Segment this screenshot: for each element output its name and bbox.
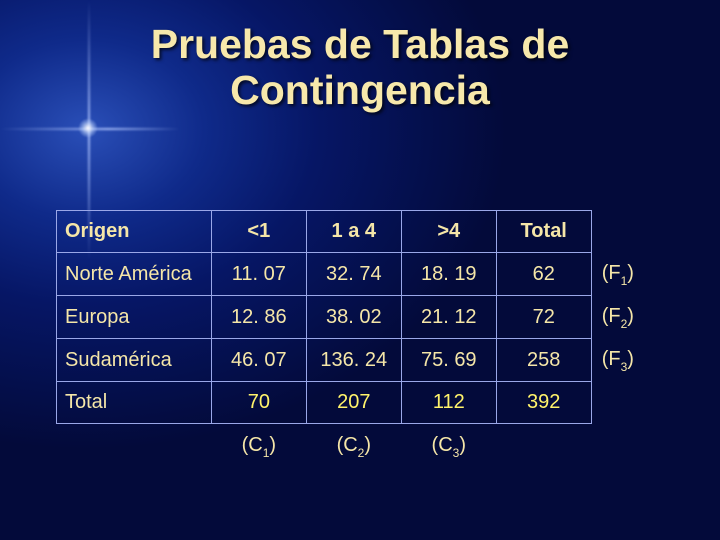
col-mark-spacer — [591, 424, 663, 469]
col-mark: (C2) — [306, 424, 401, 469]
row-label: Europa — [57, 296, 212, 339]
cell: 21. 12 — [401, 296, 496, 339]
col-total: 207 — [306, 382, 401, 424]
table-total-row: Total 70 207 112 392 — [57, 382, 664, 424]
row-f-label: (F3) — [591, 339, 663, 382]
total-row-label: Total — [57, 382, 212, 424]
cell: 136. 24 — [306, 339, 401, 382]
table-row: Sudamérica 46. 07 136. 24 75. 69 258 (F3… — [57, 339, 664, 382]
slide-title: Pruebas de Tablas de Contingencia — [0, 22, 720, 114]
header-origen: Origen — [57, 211, 212, 253]
title-line-2: Contingencia — [230, 67, 490, 113]
grand-total: 392 — [496, 382, 591, 424]
lens-flare-horizontal — [0, 128, 180, 130]
title-line-1: Pruebas de Tablas de — [151, 21, 570, 67]
cell: 18. 19 — [401, 253, 496, 296]
cell: 12. 86 — [211, 296, 306, 339]
contingency-table: Origen <1 1 a 4 >4 Total Norte América 1… — [56, 210, 664, 468]
cell: 75. 69 — [401, 339, 496, 382]
table-row: Europa 12. 86 38. 02 21. 12 72 (F2) — [57, 296, 664, 339]
col-mark: (C1) — [211, 424, 306, 469]
header-total: Total — [496, 211, 591, 253]
header-col-1: <1 — [211, 211, 306, 253]
column-marks-row: (C1) (C2) (C3) — [57, 424, 664, 469]
header-col-2: 1 a 4 — [306, 211, 401, 253]
cell: 46. 07 — [211, 339, 306, 382]
col-mark: (C3) — [401, 424, 496, 469]
col-total: 112 — [401, 382, 496, 424]
header-spacer — [591, 211, 663, 253]
cell: 38. 02 — [306, 296, 401, 339]
cell: 32. 74 — [306, 253, 401, 296]
col-total: 70 — [211, 382, 306, 424]
cell: 11. 07 — [211, 253, 306, 296]
table-header-row: Origen <1 1 a 4 >4 Total — [57, 211, 664, 253]
row-label: Sudamérica — [57, 339, 212, 382]
row-total: 72 — [496, 296, 591, 339]
row-total: 258 — [496, 339, 591, 382]
row-f-label: (F1) — [591, 253, 663, 296]
total-row-spacer — [591, 382, 663, 424]
row-label: Norte América — [57, 253, 212, 296]
header-col-3: >4 — [401, 211, 496, 253]
lens-flare-core — [78, 118, 98, 138]
col-mark-spacer — [496, 424, 591, 469]
col-mark-spacer — [57, 424, 212, 469]
contingency-table-container: Origen <1 1 a 4 >4 Total Norte América 1… — [56, 210, 664, 468]
table-row: Norte América 11. 07 32. 74 18. 19 62 (F… — [57, 253, 664, 296]
row-f-label: (F2) — [591, 296, 663, 339]
row-total: 62 — [496, 253, 591, 296]
